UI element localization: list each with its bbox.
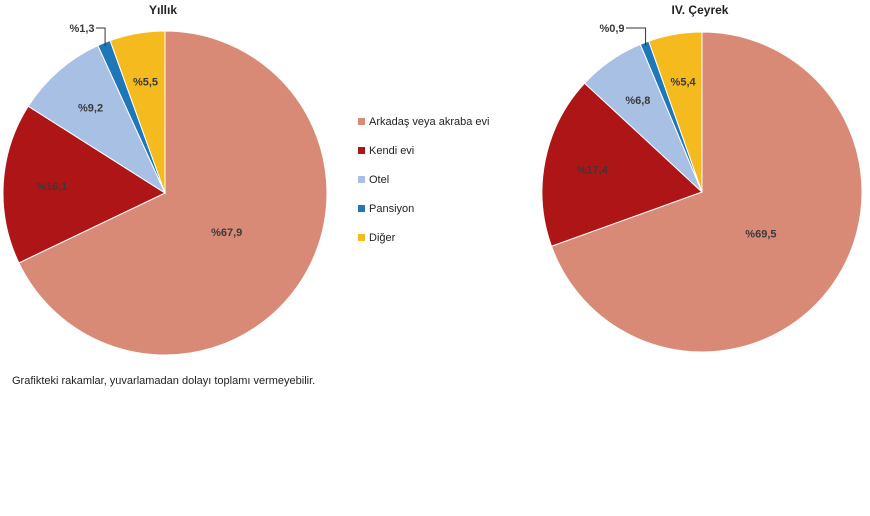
pie-slice <box>109 30 166 194</box>
pie-slice <box>2 105 167 264</box>
footnote: Grafikteki rakamlar, yuvarlamadan dolayı… <box>12 375 316 387</box>
slice-data-label: %6,8 <box>625 95 650 107</box>
leader-line <box>626 27 647 46</box>
slice-data-label: %69,5 <box>745 228 776 240</box>
chart-legend: Arkadaş veya akraba evi Kendi evi Otel Pans… <box>358 116 489 244</box>
slice-data-label: %5,4 <box>671 77 697 89</box>
slice-data-label: %0,9 <box>599 23 624 35</box>
legend-swatch <box>358 234 365 241</box>
pie-slice <box>541 82 703 247</box>
chart-title: Yıllık <box>149 3 177 17</box>
legend-swatch <box>358 147 365 154</box>
pie-slice <box>27 44 167 195</box>
slice-data-label: %5,5 <box>133 76 158 88</box>
legend-label: Diğer <box>369 232 396 244</box>
legend-swatch <box>358 205 365 212</box>
legend-label: Kendi evi <box>369 145 414 157</box>
pie-slice <box>550 31 863 353</box>
legend-swatch <box>358 176 365 183</box>
legend-label: Otel <box>369 174 389 186</box>
legend-label: Pansiyon <box>369 203 414 215</box>
pie-chart-ceyrek: IV. Çeyrek %69,5 %17,4 %6,8 %0,9 %5,4 <box>541 3 863 353</box>
pie-chart-yillik: Yıllık %67,9 %16,1 %9,2 %1,3 %5,5 <box>2 3 328 356</box>
legend-label: Arkadaş veya akraba evi <box>369 116 489 128</box>
slice-data-label: %17,4 <box>577 165 609 177</box>
slice-data-label: %16,1 <box>36 181 67 193</box>
slice-data-label: %9,2 <box>78 102 103 114</box>
pie-slice <box>18 30 328 356</box>
chart-title: IV. Çeyrek <box>672 3 729 17</box>
slice-data-label: %1,3 <box>69 23 94 35</box>
leader-line <box>96 27 106 46</box>
legend-swatch <box>358 118 365 125</box>
pie-slice <box>648 31 703 193</box>
slice-data-label: %67,9 <box>211 227 242 239</box>
